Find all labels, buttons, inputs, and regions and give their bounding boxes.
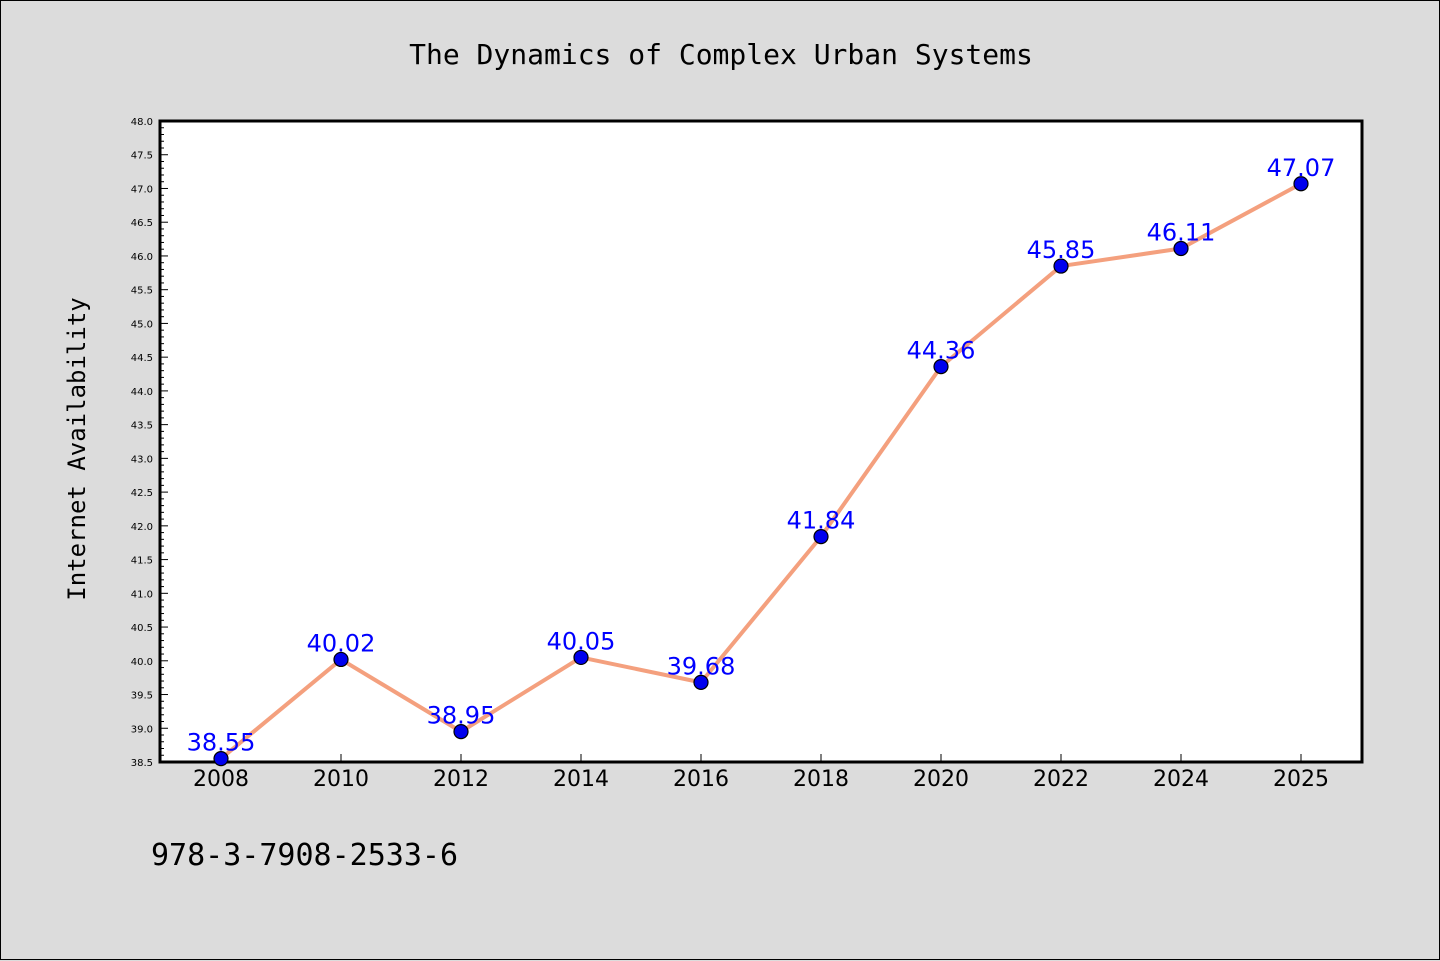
data-label: 45.85 (1027, 236, 1096, 264)
x-tick-label: 2014 (553, 767, 609, 792)
data-label: 40.05 (547, 627, 616, 655)
y-tick-label: 38.5 (131, 758, 153, 769)
x-tick-label: 2018 (793, 767, 849, 792)
data-point (1293, 176, 1309, 192)
y-tick-label: 42.5 (131, 488, 153, 499)
x-tick-label: 2024 (1153, 767, 1209, 792)
x-tick-label: 2010 (313, 767, 369, 792)
footer-isbn: 978-3-7908-2533-6 (151, 838, 458, 873)
y-tick-label: 42.0 (131, 522, 153, 533)
chart-title: The Dynamics of Complex Urban Systems (409, 38, 1033, 71)
y-tick-label: 44.0 (131, 387, 153, 398)
data-label: 47.07 (1267, 154, 1336, 182)
x-tick-label: 2016 (673, 767, 729, 792)
y-tick-label: 45.0 (131, 319, 153, 330)
y-tick-label: 44.5 (131, 353, 153, 364)
data-point (813, 529, 829, 545)
data-point (213, 751, 229, 767)
data-label: 41.84 (787, 507, 856, 535)
plot-area (158, 119, 1364, 764)
y-tick-label: 40.0 (131, 657, 153, 668)
y-tick-label: 47.0 (131, 184, 153, 195)
x-tick-label: 2022 (1033, 767, 1089, 792)
y-tick-label: 46.0 (131, 252, 153, 263)
data-label: 44.36 (907, 337, 976, 365)
series-polyline (219, 181, 1303, 761)
data-point (693, 674, 709, 690)
data-point (573, 649, 589, 666)
y-tick-label: 39.0 (131, 724, 153, 735)
x-tick-label: 2020 (913, 767, 969, 792)
y-tick-label: 41.5 (131, 556, 153, 567)
y-tick-label: 43.0 (131, 454, 153, 465)
series-line (219, 181, 1303, 761)
data-point (933, 359, 949, 375)
data-point (453, 724, 469, 740)
data-point (1173, 240, 1189, 257)
data-label: 39.68 (667, 652, 736, 680)
data-point (1053, 258, 1069, 274)
y-axis-label: Internet Availability (63, 297, 91, 600)
x-tick-label: 2008 (193, 767, 249, 792)
x-axis-ticks: 2008 2010 2012 2014 2016 2018 2020 2022 2024 2025 (193, 754, 1329, 792)
y-tick-label: 48.0 (131, 117, 153, 128)
data-label: 40.02 (307, 629, 376, 657)
x-tick-label: 2025 (1273, 767, 1329, 792)
series-markers (213, 176, 1309, 767)
data-labels: 38.55 40.02 38.95 40.05 39.68 41.84 44.36 45.85… (187, 154, 1336, 757)
data-label: 46.11 (1147, 219, 1216, 247)
y-tick-label: 45.5 (131, 286, 153, 297)
y-tick-label: 47.5 (131, 151, 153, 162)
data-point (333, 651, 349, 668)
y-tick-label: 40.5 (131, 623, 153, 634)
y-tick-label: 41.0 (131, 589, 153, 600)
data-label: 38.55 (187, 729, 256, 757)
y-tick-label: 43.5 (131, 421, 153, 432)
y-tick-label: 46.5 (131, 218, 153, 229)
y-tick-label: 39.5 (131, 691, 153, 702)
x-tick-label: 2012 (433, 767, 489, 792)
data-label: 38.95 (427, 702, 496, 730)
y-axis-ticks: 38.5 39.0 39.5 40.0 40.5 41.0 41.5 42.0 42.5 43.0… (131, 117, 168, 769)
